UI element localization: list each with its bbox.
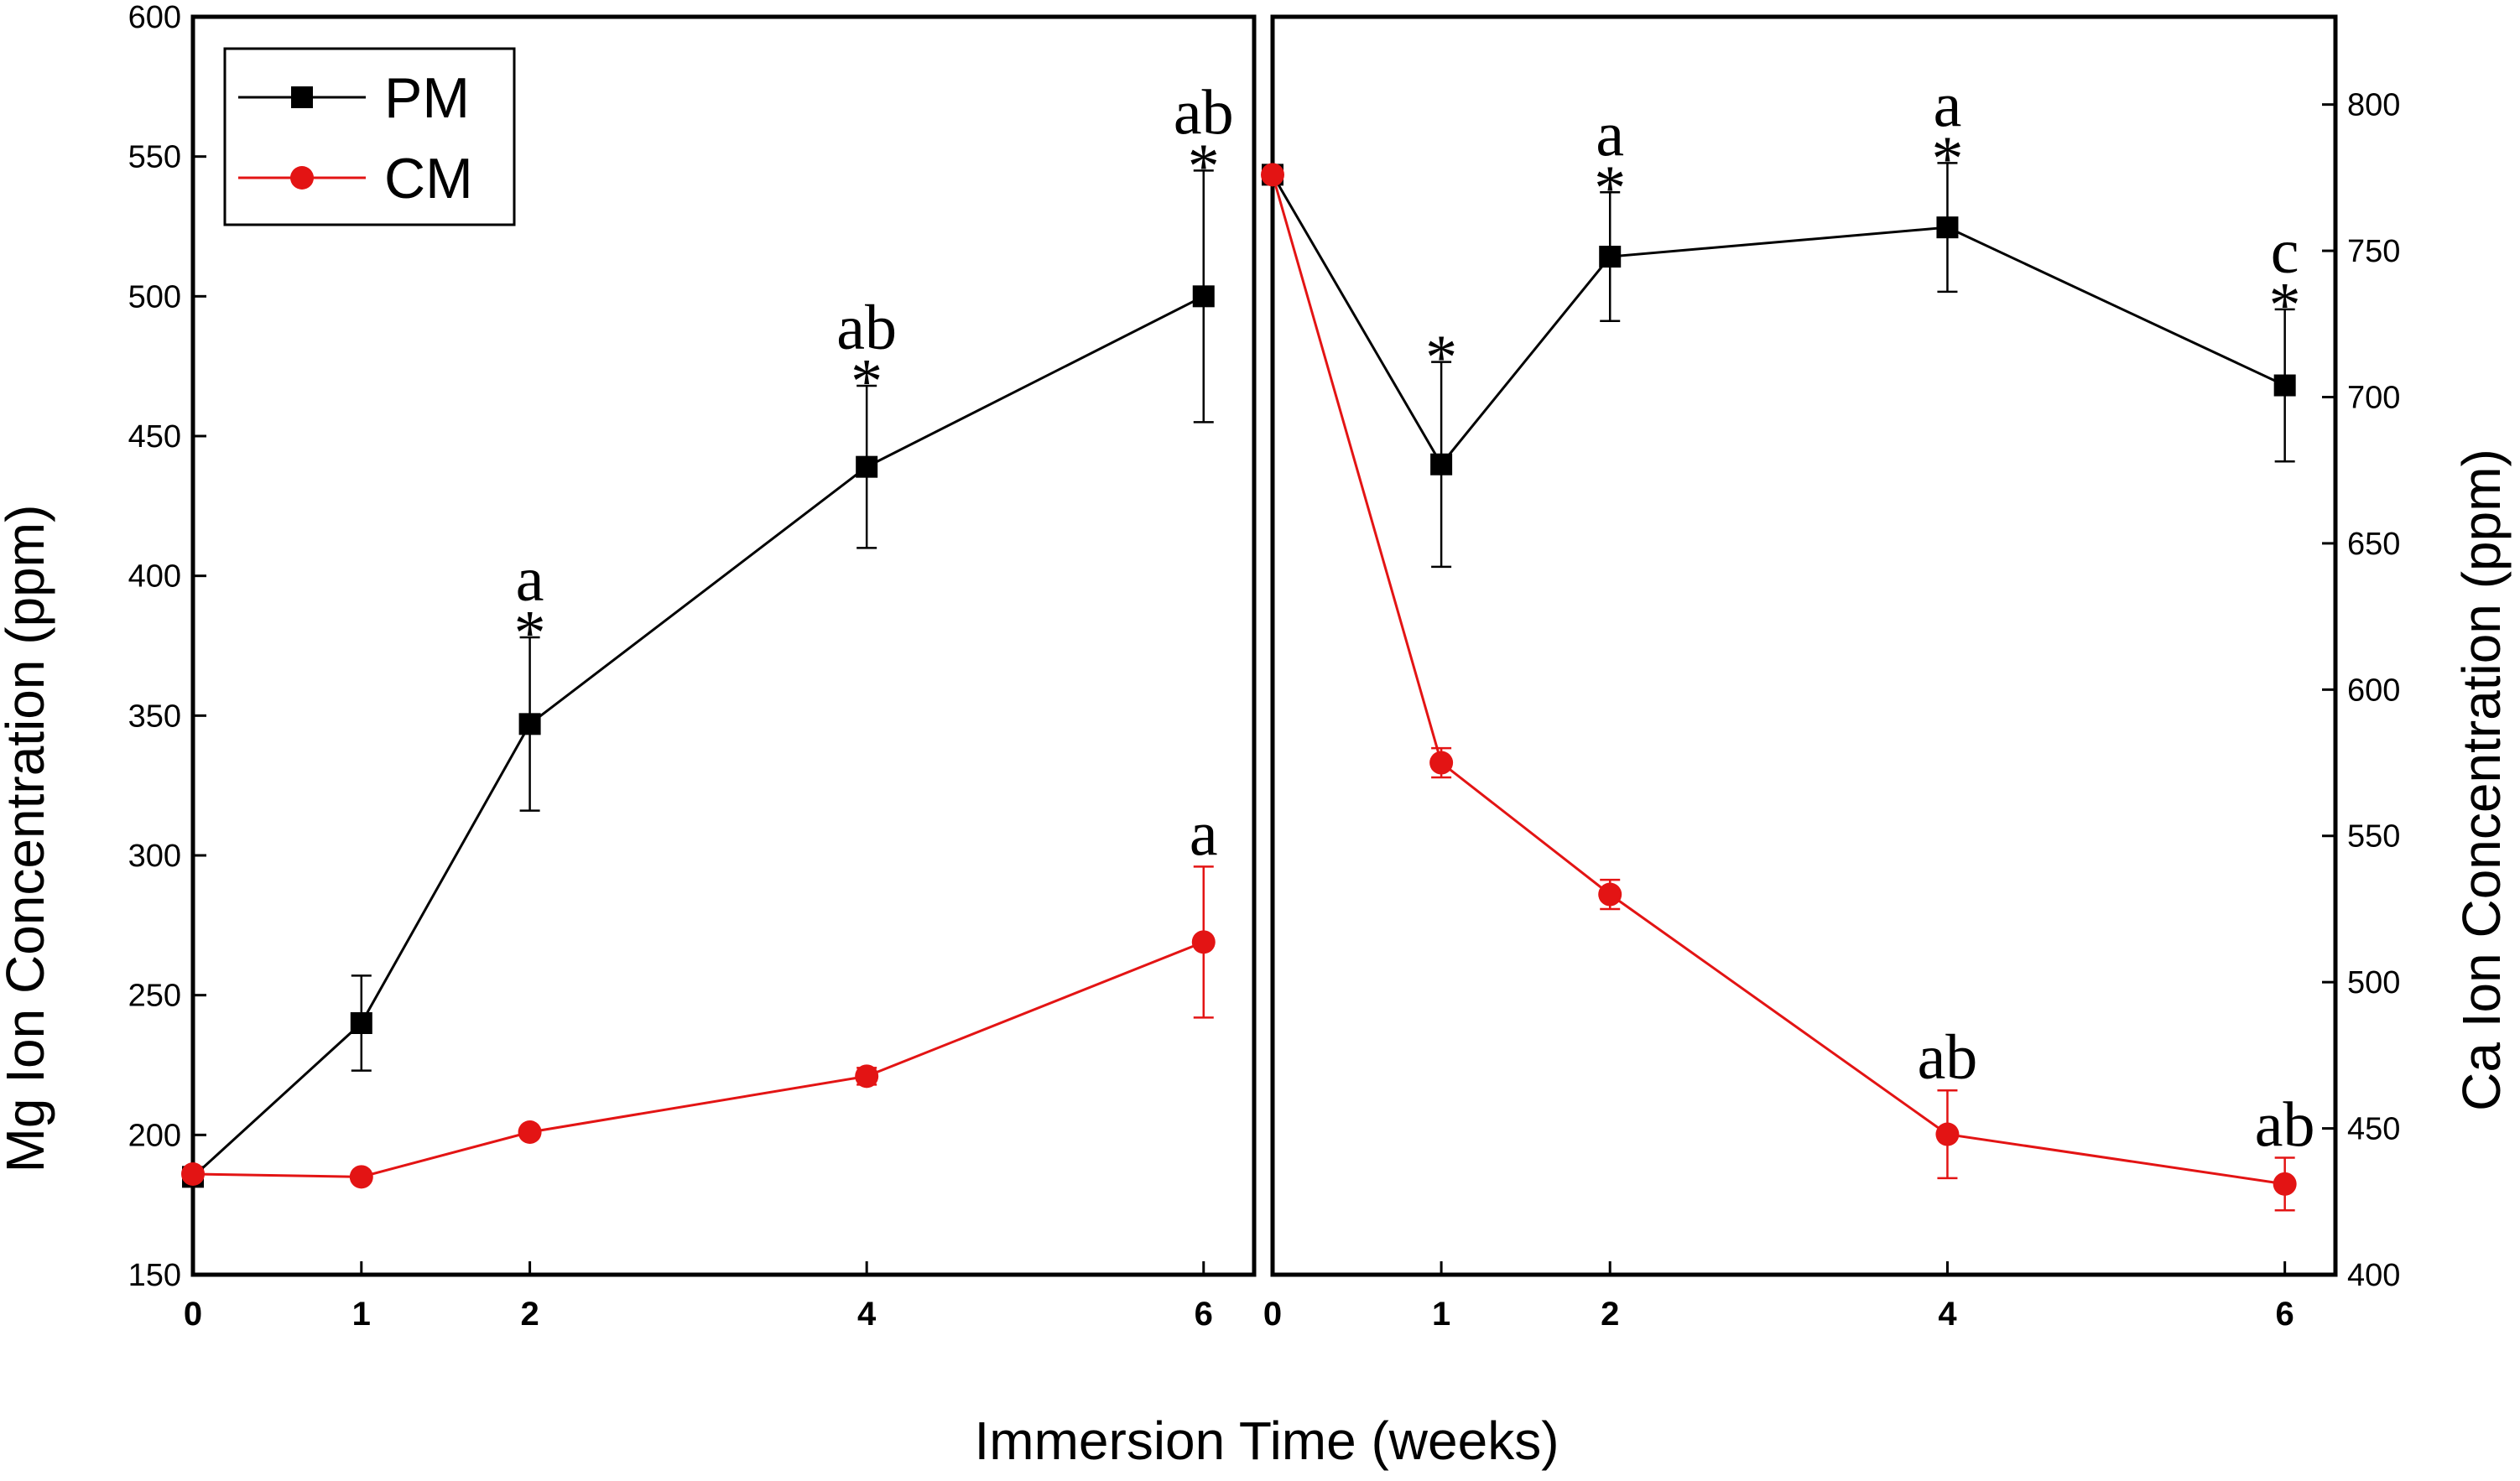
data-point bbox=[518, 713, 541, 735]
y-tick-label: 400 bbox=[2347, 1258, 2400, 1293]
y-tick-label: 150 bbox=[128, 1258, 181, 1293]
x-tick-label: 4 bbox=[1938, 1296, 1957, 1333]
significance-label: a bbox=[516, 544, 544, 615]
y-tick-label: 750 bbox=[2347, 234, 2400, 269]
y-tick-label: 800 bbox=[2347, 88, 2400, 123]
legend-box bbox=[223, 47, 516, 226]
significance-label: ab bbox=[2255, 1089, 2315, 1160]
significance-label: * bbox=[1594, 153, 1626, 223]
y-tick-label: 550 bbox=[2347, 819, 2400, 855]
series-line bbox=[1271, 174, 2285, 1186]
plot-frame-right bbox=[1270, 14, 2338, 1277]
legend-label-cm: CM bbox=[384, 147, 473, 210]
x-tick-label: 0 bbox=[184, 1296, 202, 1333]
y-tick-label: 450 bbox=[2347, 1112, 2400, 1147]
data-point bbox=[2273, 374, 2296, 397]
significance-label: * bbox=[2269, 270, 2301, 340]
x-tick-label: 4 bbox=[857, 1296, 877, 1333]
plot-frame-left bbox=[190, 14, 1257, 1277]
y-tick-label: 600 bbox=[2347, 673, 2400, 708]
axes-right: 400 450 500 550 600 650 700 750 800 0 1 2 4 6 bbox=[1263, 14, 2400, 1333]
x-tick-label: 1 bbox=[352, 1296, 371, 1333]
legend: PM CM bbox=[223, 47, 516, 226]
significance-label: a bbox=[1190, 798, 1218, 869]
series-pm-right: **a *a*c bbox=[1262, 70, 2301, 569]
significance-label: * bbox=[851, 346, 883, 417]
y-axis-label-mg: Mg Ion Concentration (ppm) bbox=[0, 505, 55, 1173]
data-point bbox=[1429, 751, 1454, 775]
data-point bbox=[1598, 882, 1622, 907]
y-tick-label: 650 bbox=[2347, 527, 2400, 562]
data-point bbox=[1936, 216, 1959, 239]
x-tick-label: 2 bbox=[520, 1296, 539, 1333]
x-tick-label: 2 bbox=[1601, 1296, 1619, 1333]
y-tick-label: 550 bbox=[128, 140, 181, 175]
data-point bbox=[181, 1162, 205, 1186]
x-tick-label: 0 bbox=[1263, 1296, 1282, 1333]
data-point bbox=[1935, 1122, 1960, 1146]
y-tick-label: 500 bbox=[2347, 965, 2400, 1000]
significance-label: * bbox=[514, 598, 546, 668]
significance-label: ab bbox=[1918, 1022, 1978, 1093]
x-tick-label: 6 bbox=[2276, 1296, 2294, 1333]
y-tick-label: 200 bbox=[128, 1118, 181, 1153]
series-cm-left: a bbox=[181, 798, 1218, 1189]
y-tick-label: 450 bbox=[128, 419, 181, 455]
series-line bbox=[192, 940, 1205, 1178]
significance-label: ab bbox=[1174, 77, 1234, 148]
significance-label: c bbox=[2271, 216, 2299, 287]
y-tick-label: 700 bbox=[2347, 380, 2400, 415]
y-tick-label: 250 bbox=[128, 979, 181, 1014]
y-tick-label: 400 bbox=[128, 559, 181, 595]
data-point bbox=[1192, 285, 1215, 308]
y-tick-label: 300 bbox=[128, 839, 181, 874]
x-axis-label: Immersion Time (weeks) bbox=[975, 1411, 1559, 1471]
series-line bbox=[1271, 174, 2286, 467]
legend-marker-pm bbox=[291, 86, 313, 108]
data-point bbox=[1430, 453, 1453, 475]
axes-left: 150 200 250 300 350 400 450 500 550 600 0 1 2 4 6 bbox=[128, 0, 1257, 1333]
x-tick-label: 1 bbox=[1432, 1296, 1450, 1333]
data-point bbox=[2273, 1172, 2297, 1196]
data-point bbox=[349, 1165, 373, 1189]
data-point bbox=[856, 455, 878, 478]
significance-label: * bbox=[1931, 123, 1963, 194]
data-point bbox=[855, 1064, 879, 1089]
data-point bbox=[518, 1120, 542, 1144]
data-point bbox=[350, 1012, 372, 1034]
y-tick-label: 500 bbox=[128, 279, 181, 314]
data-point bbox=[1599, 246, 1622, 268]
data-point bbox=[1191, 930, 1216, 954]
series-pm-left: *a*ab*ab bbox=[182, 77, 1234, 1188]
series-line bbox=[191, 294, 1205, 1178]
significance-label: a bbox=[1934, 70, 1962, 140]
y-tick-label: 350 bbox=[128, 699, 181, 734]
series-cm-right: ab ab bbox=[1261, 163, 2315, 1212]
significance-label: * bbox=[1188, 131, 1220, 201]
legend-marker-cm bbox=[290, 166, 314, 190]
significance-label: a bbox=[1596, 99, 1624, 169]
legend-label-pm: PM bbox=[384, 66, 470, 130]
significance-label: ab bbox=[836, 293, 897, 363]
y-axis-label-ca: Ca Ion Concentration (ppm) bbox=[2451, 449, 2512, 1111]
x-tick-label: 6 bbox=[1195, 1296, 1213, 1333]
significance-label: * bbox=[1425, 323, 1457, 393]
data-point bbox=[1261, 163, 1284, 187]
y-tick-label: 600 bbox=[128, 0, 181, 35]
